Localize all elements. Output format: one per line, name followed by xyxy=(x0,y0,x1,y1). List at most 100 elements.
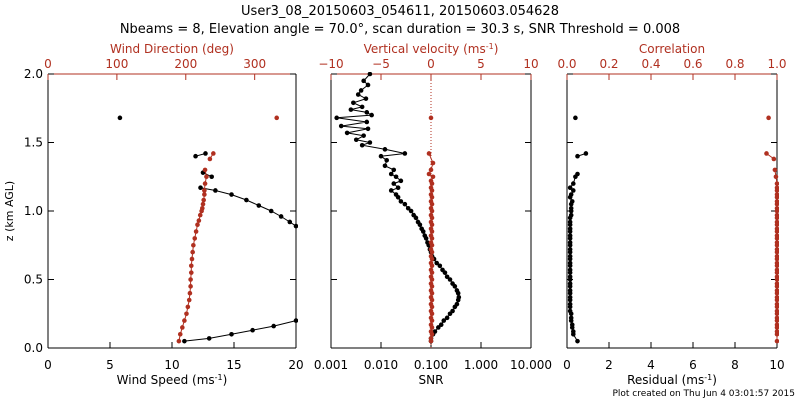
data-point xyxy=(774,290,779,296)
data-point xyxy=(567,270,573,275)
bottom-tick-label: 0.100 xyxy=(414,358,448,372)
data-point xyxy=(774,236,779,241)
data-point xyxy=(429,188,435,193)
data-point xyxy=(348,107,354,112)
data-point xyxy=(395,185,401,191)
data-point xyxy=(369,112,374,118)
data-point xyxy=(774,181,779,186)
data-point xyxy=(569,325,575,330)
data-point xyxy=(413,215,419,221)
data-point xyxy=(189,256,195,262)
bottom-tick-label: 0 xyxy=(563,358,571,372)
data-point xyxy=(195,222,200,227)
y-tick-label: 0.5 xyxy=(24,273,43,287)
data-point xyxy=(364,110,370,115)
data-point xyxy=(429,236,435,241)
data-point xyxy=(192,236,198,241)
data-point xyxy=(429,284,435,289)
top-tick-label: 0.8 xyxy=(725,57,744,71)
data-point xyxy=(429,215,435,221)
data-point xyxy=(198,185,203,191)
data-point xyxy=(567,215,573,221)
data-point xyxy=(188,284,193,289)
data-point xyxy=(567,222,573,227)
data-point xyxy=(436,325,441,330)
data-point xyxy=(426,151,432,156)
data-point xyxy=(774,242,779,248)
data-point xyxy=(774,208,779,214)
data-point xyxy=(568,318,574,323)
data-point xyxy=(353,137,359,143)
data-point xyxy=(774,188,779,193)
bottom-tick-label: 0 xyxy=(44,358,52,372)
bottom-tick-label: 5 xyxy=(106,358,114,372)
data-point xyxy=(455,297,461,303)
data-point xyxy=(452,284,458,289)
data-point xyxy=(447,311,453,317)
data-point xyxy=(774,249,779,255)
data-point xyxy=(429,208,435,214)
top-tick-label: 10 xyxy=(523,57,538,71)
top-tick-label: 0.6 xyxy=(683,57,702,71)
data-point xyxy=(571,332,576,337)
data-point xyxy=(420,229,426,234)
data-point xyxy=(361,78,366,84)
data-point xyxy=(359,142,365,148)
series-line xyxy=(184,320,297,342)
series-bottom xyxy=(117,115,298,344)
data-point xyxy=(197,212,203,218)
y-tick-label: 2.0 xyxy=(24,67,43,81)
data-point xyxy=(193,229,199,234)
data-point xyxy=(365,126,371,132)
data-point xyxy=(774,270,779,275)
data-point xyxy=(391,167,397,173)
data-point xyxy=(774,263,779,269)
data-point xyxy=(186,297,192,303)
series-bottom xyxy=(334,72,462,344)
data-point xyxy=(190,249,195,255)
data-point xyxy=(278,214,284,219)
data-point xyxy=(207,156,213,162)
panel-vertical-velocity-snr: 0.001 0.010 0.100 1.000 10.000 SNR −10 −5 0 5 10 Ve… xyxy=(314,42,552,388)
data-point xyxy=(567,249,573,255)
data-point xyxy=(365,82,371,88)
figure-subtitle: Nbeams = 8, Elevation angle = 70.0°, sca… xyxy=(120,22,680,37)
data-point xyxy=(193,153,198,159)
bottom-tick-label: 0.001 xyxy=(314,358,348,372)
top-tick-label: 0.4 xyxy=(641,57,660,71)
top-tick-label: 300 xyxy=(243,57,266,71)
data-point xyxy=(583,151,589,156)
data-point xyxy=(774,284,779,289)
top-tick-label: 1.0 xyxy=(767,57,786,71)
data-point xyxy=(429,277,435,282)
data-point xyxy=(567,242,573,248)
data-point xyxy=(244,197,249,203)
top-tick-label: 0.0 xyxy=(557,57,576,71)
data-point xyxy=(567,195,573,200)
data-point xyxy=(196,218,202,223)
data-point xyxy=(567,263,573,269)
data-point xyxy=(202,167,208,173)
series-top xyxy=(176,115,280,344)
data-point xyxy=(388,188,394,193)
bottom-tick-label: 6 xyxy=(689,358,697,372)
data-point xyxy=(764,151,769,156)
data-point xyxy=(182,338,187,344)
data-point xyxy=(429,325,435,330)
data-point xyxy=(188,270,194,275)
bottom-tick-label: 10 xyxy=(164,358,179,372)
bottom-tick-label: 10 xyxy=(769,358,784,372)
data-point xyxy=(182,318,187,323)
data-point xyxy=(429,318,435,323)
data-point xyxy=(441,318,447,323)
data-point xyxy=(428,338,434,344)
data-point xyxy=(428,167,434,173)
data-point xyxy=(274,115,280,121)
data-point xyxy=(358,88,364,93)
data-point xyxy=(774,318,779,323)
data-point xyxy=(402,151,408,156)
data-point xyxy=(391,181,397,186)
data-point xyxy=(774,325,779,330)
data-point xyxy=(774,332,779,337)
